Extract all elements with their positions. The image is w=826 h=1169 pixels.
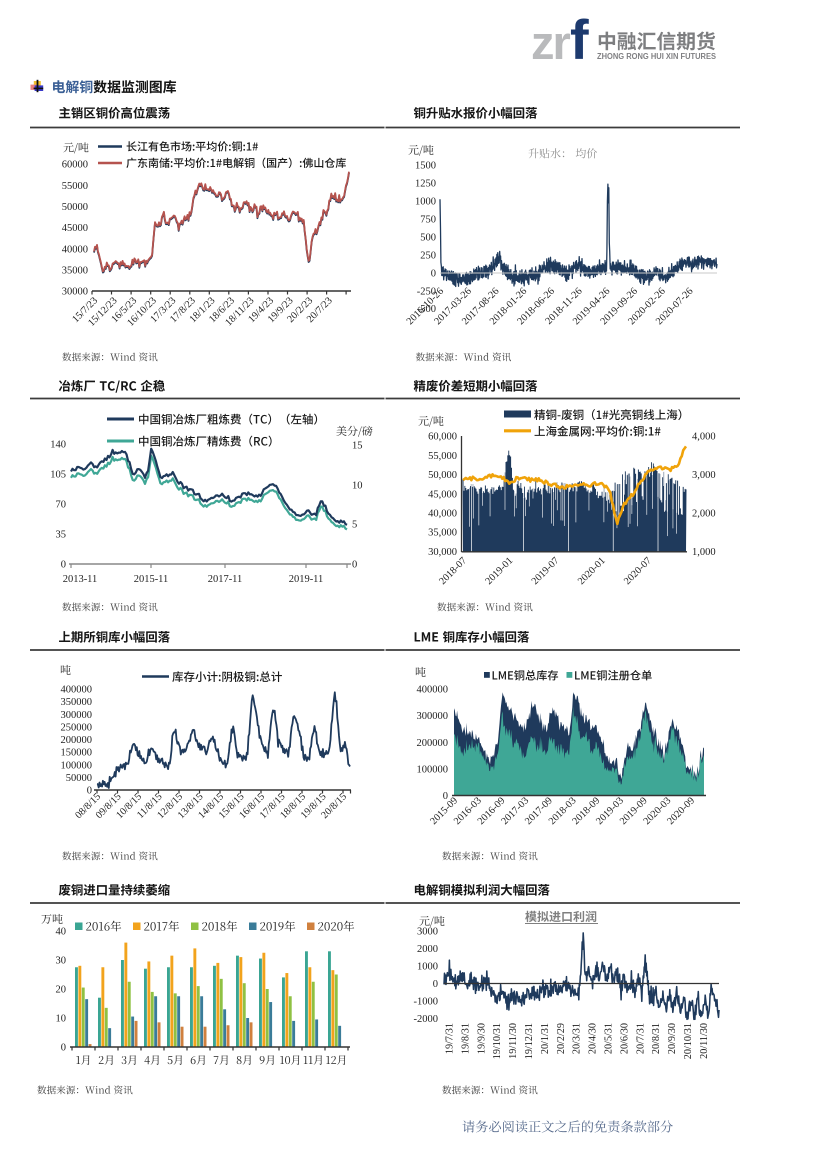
svg-text:2020-01: 2020-01	[576, 555, 608, 587]
svg-text:0: 0	[352, 560, 357, 571]
svg-text:1000: 1000	[415, 197, 436, 208]
svg-text:100000: 100000	[417, 765, 449, 776]
svg-text:250000: 250000	[61, 723, 93, 734]
svg-text:400000: 400000	[61, 685, 93, 696]
svg-text:20/6/30: 20/6/30	[619, 1023, 630, 1054]
svg-text:1500: 1500	[415, 161, 436, 172]
svg-text:1250: 1250	[415, 179, 436, 190]
svg-text:500: 500	[420, 233, 436, 244]
svg-text:200000: 200000	[61, 735, 93, 746]
svg-text:20/8/31: 20/8/31	[651, 1023, 662, 1054]
svg-text:2,000: 2,000	[692, 509, 716, 520]
svg-text:2018-07: 2018-07	[437, 555, 469, 587]
svg-text:30,000: 30,000	[428, 547, 457, 558]
svg-text:0: 0	[443, 791, 448, 802]
svg-text:50,000: 50,000	[428, 470, 457, 481]
svg-text:10: 10	[352, 481, 363, 492]
svg-text:19/8/31: 19/8/31	[460, 1023, 471, 1054]
svg-text:19/7/31: 19/7/31	[445, 1023, 456, 1054]
svg-text:2015-11: 2015-11	[134, 574, 169, 585]
svg-text:2019-11: 2019-11	[289, 574, 324, 585]
svg-text:f: f	[570, 8, 589, 71]
svg-text:0: 0	[61, 1043, 66, 1054]
svg-text:0: 0	[431, 269, 436, 280]
svg-text:-2000: -2000	[414, 1014, 439, 1025]
svg-text:20/5/31: 20/5/31	[604, 1023, 615, 1054]
svg-text:19/11/30: 19/11/30	[508, 1023, 519, 1059]
svg-text:400000: 400000	[417, 685, 449, 696]
svg-text:20/1/31: 20/1/31	[540, 1023, 551, 1054]
svg-text:150000: 150000	[61, 748, 93, 759]
svg-text:3,000: 3,000	[692, 470, 716, 481]
svg-text:zr: zr	[531, 16, 571, 69]
svg-text:35: 35	[56, 530, 67, 541]
svg-text:20/4/30: 20/4/30	[588, 1023, 599, 1054]
svg-text:2013-11: 2013-11	[63, 574, 98, 585]
svg-text:2000: 2000	[417, 944, 438, 955]
svg-text:19/12/31: 19/12/31	[524, 1023, 535, 1059]
svg-text:2017-11: 2017-11	[208, 574, 243, 585]
svg-text:45,000: 45,000	[428, 489, 457, 500]
svg-text:2020-07: 2020-07	[622, 555, 654, 587]
svg-text:45000: 45000	[62, 223, 88, 234]
svg-text:20/9/30: 20/9/30	[667, 1023, 678, 1054]
svg-text:200000: 200000	[417, 738, 449, 749]
svg-text:105: 105	[50, 470, 66, 481]
svg-text:250: 250	[420, 251, 436, 262]
svg-text:0: 0	[61, 560, 66, 571]
svg-text:350000: 350000	[61, 697, 93, 708]
svg-text:4,000: 4,000	[692, 432, 716, 443]
svg-text:300000: 300000	[61, 710, 93, 721]
svg-text:60000: 60000	[62, 160, 88, 171]
svg-text:50000: 50000	[62, 202, 88, 213]
svg-text:60,000: 60,000	[428, 432, 457, 443]
svg-text:140: 140	[50, 440, 66, 451]
svg-text:-500: -500	[417, 304, 436, 315]
svg-text:2019-07: 2019-07	[530, 555, 562, 587]
svg-text:30: 30	[56, 956, 67, 967]
svg-text:750: 750	[420, 215, 436, 226]
svg-text:70: 70	[56, 500, 67, 511]
svg-text:1,000: 1,000	[692, 547, 716, 558]
svg-text:1000: 1000	[417, 962, 438, 973]
svg-text:20/10/31: 20/10/31	[683, 1023, 694, 1059]
svg-text:20/11/30: 20/11/30	[699, 1023, 710, 1059]
svg-text:0: 0	[87, 786, 92, 797]
svg-text:55,000: 55,000	[428, 451, 457, 462]
svg-text:40000: 40000	[62, 244, 88, 255]
svg-text:15: 15	[352, 441, 363, 452]
svg-text:0: 0	[433, 979, 438, 990]
svg-text:2019-01: 2019-01	[484, 555, 516, 587]
svg-text:35,000: 35,000	[428, 528, 457, 539]
svg-text:ZHONG RONG HUI XIN FUTURES: ZHONG RONG HUI XIN FUTURES	[597, 52, 716, 61]
svg-text:40,000: 40,000	[428, 509, 457, 520]
svg-text:35000: 35000	[62, 265, 88, 276]
svg-text:5: 5	[352, 520, 357, 531]
svg-text:20/2/29: 20/2/29	[556, 1023, 567, 1054]
svg-text:55000: 55000	[62, 181, 88, 192]
svg-text:19/10/31: 19/10/31	[492, 1023, 503, 1059]
svg-text:100000: 100000	[61, 760, 93, 771]
svg-text:19/9/30: 19/9/30	[476, 1023, 487, 1054]
svg-text:10: 10	[56, 1014, 67, 1025]
svg-text:50000: 50000	[66, 773, 92, 784]
svg-text:20: 20	[56, 985, 67, 996]
svg-text:-250: -250	[417, 286, 436, 297]
svg-text:20/3/31: 20/3/31	[572, 1023, 583, 1054]
svg-text:300000: 300000	[417, 711, 449, 722]
svg-text:20/7/31: 20/7/31	[635, 1023, 646, 1054]
svg-text:30000: 30000	[62, 287, 88, 298]
svg-text:40: 40	[56, 927, 67, 938]
svg-text:3000: 3000	[417, 927, 438, 938]
svg-text:-1000: -1000	[414, 997, 439, 1008]
